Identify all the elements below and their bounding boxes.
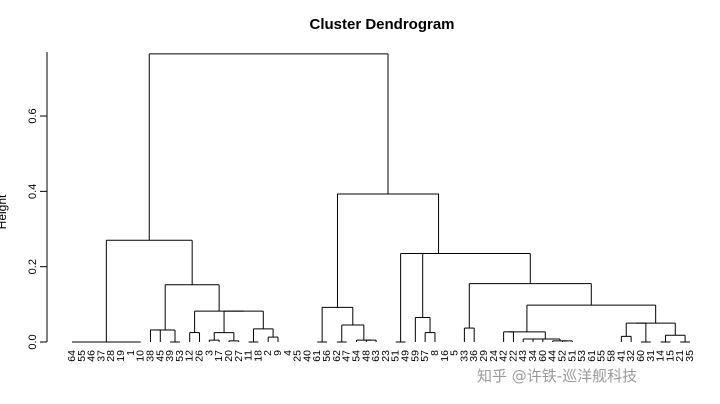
watermark-text: 知乎 @许铁-巡洋舰科技 <box>477 367 637 385</box>
leaf-label: 18 <box>252 350 264 362</box>
leaf-label: 40 <box>301 350 313 362</box>
y-tick-label: 0.0 <box>27 334 39 349</box>
leaf-label: 64 <box>66 350 78 362</box>
leaf-label: 47 <box>341 350 353 362</box>
leaf-label: 15 <box>664 350 676 362</box>
leaf-label: 25 <box>292 350 304 362</box>
y-tick-label: 0.4 <box>27 184 39 199</box>
leaf-label: 14 <box>655 350 667 362</box>
leaf-label: 46 <box>86 350 98 362</box>
leaf-label: 60 <box>537 350 549 362</box>
leaf-label: 5 <box>449 350 461 356</box>
leaf-label: 61 <box>586 350 598 362</box>
leaf-label: 3 <box>203 350 215 356</box>
leaf-label: 27 <box>233 350 245 362</box>
leaf-label: 41 <box>615 350 627 362</box>
leaf-label: 44 <box>547 350 559 362</box>
leaf-label: 32 <box>625 350 637 362</box>
leaf-label: 21 <box>674 350 686 362</box>
leaf-label: 56 <box>321 350 333 362</box>
leaf-label: 51 <box>390 350 402 362</box>
leaf-label: 53 <box>576 350 588 362</box>
leaf-label: 58 <box>606 350 618 362</box>
leaf-label: 48 <box>360 350 372 362</box>
leaf-label: 51 <box>566 350 578 362</box>
leaf-label: 4 <box>282 350 294 356</box>
leaf-label: 63 <box>370 350 382 362</box>
leaf-label: 17 <box>213 350 225 362</box>
leaf-label: 59 <box>409 350 421 362</box>
leaf-label: 54 <box>350 350 362 362</box>
leaf-label: 45 <box>154 350 166 362</box>
leaf-label: 8 <box>429 350 441 356</box>
leaf-label: 31 <box>645 350 657 362</box>
leaf-label: 29 <box>478 350 490 362</box>
leaf-labels: 6455463728191103845395312263172027111829… <box>66 350 696 362</box>
leaf-label: 20 <box>223 350 235 362</box>
leaf-label: 62 <box>331 350 343 362</box>
leaf-label: 42 <box>498 350 510 362</box>
leaf-label: 23 <box>380 350 392 362</box>
leaf-label: 22 <box>507 350 519 362</box>
leaf-label: 39 <box>164 350 176 362</box>
leaf-label: 12 <box>184 350 196 362</box>
leaf-label: 2 <box>262 350 274 356</box>
leaf-label: 24 <box>488 350 500 362</box>
leaf-label: 35 <box>684 350 696 362</box>
leaf-label: 55 <box>596 350 608 362</box>
leaf-label: 28 <box>105 350 117 362</box>
leaf-label: 61 <box>311 350 323 362</box>
leaf-label: 49 <box>400 350 412 362</box>
leaf-label: 10 <box>135 350 147 362</box>
leaf-label: 52 <box>556 350 568 362</box>
leaf-label: 36 <box>468 350 480 362</box>
leaf-label: 57 <box>419 350 431 362</box>
leaf-label: 9 <box>272 350 284 356</box>
leaf-label: 19 <box>115 350 127 362</box>
leaf-label: 26 <box>194 350 206 362</box>
chart-title: Cluster Dendrogram <box>309 16 454 33</box>
dendrogram-branches <box>72 53 690 343</box>
leaf-label: 11 <box>243 350 255 361</box>
leaf-label: 33 <box>458 350 470 362</box>
leaf-label: 16 <box>439 350 451 362</box>
y-axis-label: Height <box>0 194 9 229</box>
leaf-label: 38 <box>144 350 156 362</box>
leaf-label: 55 <box>76 350 88 362</box>
leaf-label: 53 <box>174 350 186 362</box>
leaf-label: 60 <box>635 350 647 362</box>
leaf-label: 34 <box>527 350 539 362</box>
y-axis-ticks: 0.0 0.2 0.4 0.6 <box>27 108 47 350</box>
y-tick-label: 0.2 <box>27 259 39 274</box>
y-tick-label: 0.6 <box>27 108 39 123</box>
leaf-label: 1 <box>125 350 137 356</box>
leaf-label: 37 <box>95 350 107 362</box>
leaf-label: 43 <box>517 350 529 362</box>
